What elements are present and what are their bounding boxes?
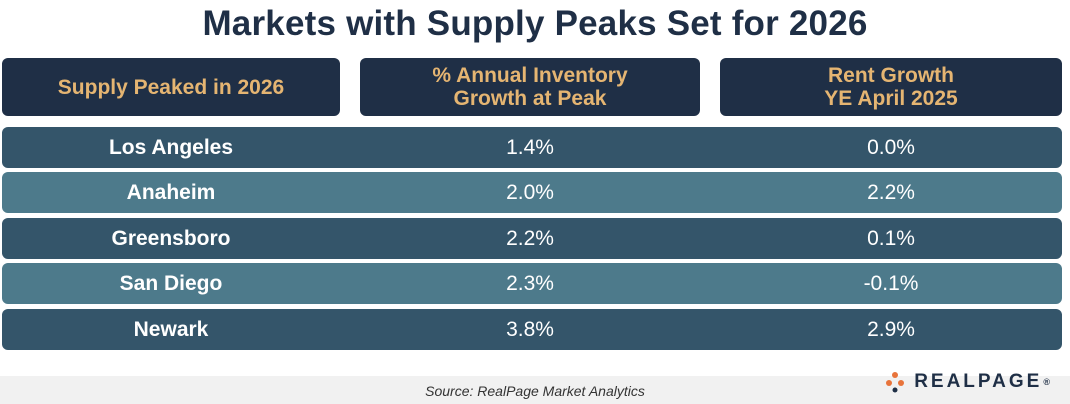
table-row: Anaheim 2.0% 2.2% [2,172,1062,213]
source-note: Source: RealPage Market Analytics [425,383,645,399]
inventory-growth-cell: 2.0% [506,181,554,204]
rent-growth-cell: -0.1% [863,272,919,295]
column-header-inventory-growth: % Annual Inventory Growth at Peak [360,58,700,116]
realpage-dots-icon [886,372,905,393]
rent-growth-cell: 0.1% [867,227,915,250]
inventory-growth-cell: 2.2% [506,227,554,250]
table-row: Los Angeles 1.4% 0.0% [2,127,1062,168]
rent-growth-cell: 2.9% [867,318,915,341]
footer-band [0,376,1070,404]
logo-wordmark: REALPAGE® [914,371,1050,392]
market-cell: Anaheim [126,181,216,204]
market-cell: Greensboro [111,227,231,250]
table-row: Newark 3.8% 2.9% [2,309,1062,350]
inventory-growth-cell: 1.4% [506,136,554,159]
table-row: Greensboro 2.2% 0.1% [2,218,1062,259]
page-title: Markets with Supply Peaks Set for 2026 [202,4,868,43]
table-row: San Diego 2.3% -0.1% [2,263,1062,304]
inventory-growth-cell: 2.3% [506,272,554,295]
market-cell: Los Angeles [108,136,234,159]
market-cell: Newark [133,318,209,341]
column-header-market: Supply Peaked in 2026 [2,58,340,116]
market-cell: San Diego [119,272,223,295]
inventory-growth-cell: 3.8% [506,318,554,341]
column-header-rent-growth: Rent Growth YE April 2025 [720,58,1062,116]
rent-growth-cell: 2.2% [867,181,915,204]
realpage-logo: REALPAGE® [884,369,1050,395]
rent-growth-cell: 0.0% [867,136,915,159]
